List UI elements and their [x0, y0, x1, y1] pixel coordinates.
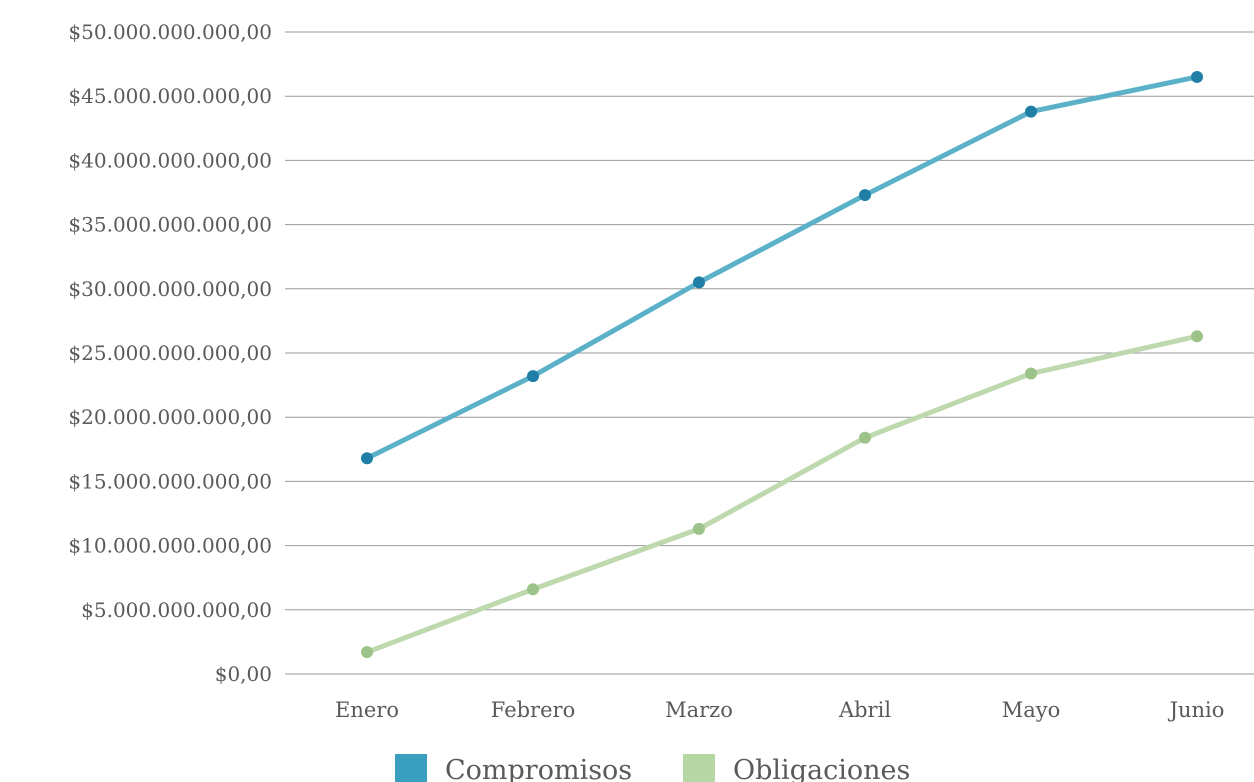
grid-lines — [285, 31, 1254, 675]
y-tick-label-10: $50.000.000.000,00 — [68, 20, 272, 44]
data-point-compromisos-0 — [361, 452, 373, 465]
data-point-compromisos-5 — [1191, 70, 1203, 83]
y-tick-label-0: $0,00 — [215, 662, 272, 686]
legend-label-compromisos: Compromisos — [445, 755, 632, 782]
series-line-obligaciones — [364, 333, 1200, 655]
y-tick-label-7: $35.000.000.000,00 — [68, 213, 272, 237]
legend-swatch-compromisos — [395, 754, 427, 782]
x-tick-label-2: Marzo — [665, 698, 733, 722]
y-tick-label-2: $10.000.000.000,00 — [68, 534, 272, 558]
data-point-obligaciones-3 — [859, 431, 871, 444]
y-tick-label-1: $5.000.000.000,00 — [81, 598, 272, 622]
x-tick-label-4: Mayo — [1002, 698, 1061, 722]
x-tick-label-0: Enero — [335, 698, 399, 722]
data-point-obligaciones-5 — [1191, 330, 1203, 343]
data-point-compromisos-4 — [1025, 105, 1037, 118]
legend: Compromisos Obligaciones — [395, 754, 910, 782]
y-tick-label-5: $25.000.000.000,00 — [68, 341, 272, 365]
series-layer — [361, 70, 1203, 659]
series-obligaciones — [361, 330, 1203, 659]
y-tick-label-6: $30.000.000.000,00 — [68, 277, 272, 301]
data-point-compromisos-2 — [693, 276, 705, 289]
y-tick-label-9: $45.000.000.000,00 — [68, 84, 272, 108]
x-axis-tick-labels: Enero Febrero Marzo Abril Mayo Junio — [335, 698, 1224, 722]
legend-swatch-obligaciones — [683, 754, 715, 782]
x-tick-label-1: Febrero — [491, 698, 575, 722]
y-tick-label-8: $40.000.000.000,00 — [68, 148, 272, 172]
data-point-obligaciones-2 — [693, 522, 705, 535]
data-point-obligaciones-1 — [527, 583, 539, 596]
series-compromisos — [361, 70, 1203, 465]
legend-label-obligaciones: Obligaciones — [733, 755, 910, 782]
x-tick-label-3: Abril — [838, 698, 891, 722]
series-line-compromisos — [364, 74, 1200, 461]
x-tick-label-5: Junio — [1168, 698, 1225, 722]
y-tick-label-4: $20.000.000.000,00 — [68, 405, 272, 429]
data-point-compromisos-1 — [527, 370, 539, 383]
data-point-obligaciones-4 — [1025, 367, 1037, 380]
data-point-obligaciones-0 — [361, 646, 373, 659]
y-axis-tick-labels: $0,00 $5.000.000.000,00 $10.000.000.000,00… — [68, 20, 272, 686]
data-point-compromisos-3 — [859, 189, 871, 202]
y-tick-label-3: $15.000.000.000,00 — [68, 469, 272, 493]
